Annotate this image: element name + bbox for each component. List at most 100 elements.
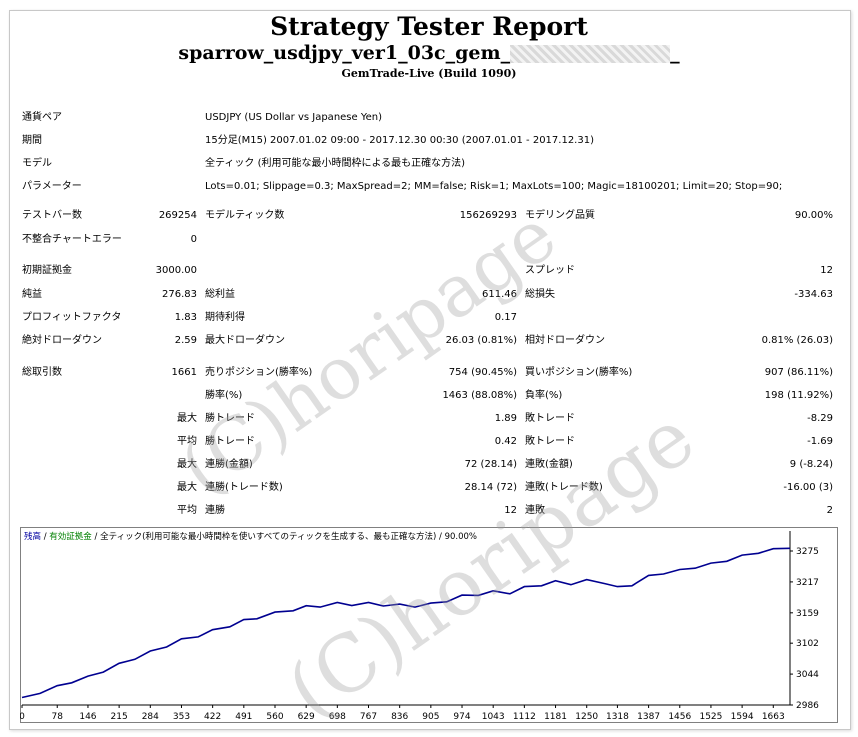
- ticks-value: 156269293: [459, 210, 517, 221]
- symbol-value: USDJPY (US Dollar vs Japanese Yen): [205, 112, 383, 123]
- cons-loss-money-label: 連敗(金額): [525, 459, 573, 470]
- x-tick-label: 1112: [513, 712, 536, 722]
- net-value: 276.83: [162, 289, 197, 300]
- x-tick-label: 146: [79, 712, 96, 722]
- cons-win-money-label: 連勝(金額): [205, 459, 253, 470]
- x-tick-label: 284: [142, 712, 159, 722]
- y-tick-label: 3102: [796, 639, 819, 649]
- balance-chart: 0 78 146 215 284 353 422 491 560 629 698 767 836 905 9…: [20, 527, 838, 723]
- x-tick-label: 836: [391, 712, 408, 722]
- spread-label: スプレッド: [525, 265, 575, 276]
- x-tick-label: 1594: [731, 712, 754, 722]
- rel-dd-label: 相対ドローダウン: [525, 335, 605, 346]
- max-win-value: 1.89: [494, 413, 517, 424]
- params-value: Lots=0.01; Slippage=0.3; MaxSpread=2; MM…: [205, 181, 783, 192]
- cons-loss-trades-label: 連敗(トレード数): [525, 482, 603, 493]
- avg-cons-win-value: 12: [504, 505, 517, 516]
- spread-value: 12: [820, 265, 833, 276]
- balance-line: [21, 547, 791, 699]
- avg-loss-label: 敗トレード: [525, 436, 575, 447]
- legend-sep3: /: [436, 532, 444, 542]
- y-tick-label: 3159: [796, 609, 819, 619]
- max-loss-label: 敗トレード: [525, 413, 575, 424]
- symbol-label: 通貨ペア: [22, 112, 62, 123]
- subtitle-suffix: _: [670, 42, 680, 64]
- trades-value: 1661: [171, 367, 197, 378]
- long-value: 907 (86.11%): [764, 367, 833, 378]
- bars-value: 269254: [158, 210, 197, 221]
- report-server: GemTrade-Live (Build 1090): [341, 67, 517, 80]
- redacted-mask: [510, 45, 671, 63]
- x-tick-label: 974: [453, 712, 470, 722]
- gross-profit-value: 611.46: [482, 289, 517, 300]
- x-tick-label: 215: [111, 712, 128, 722]
- x-tick-label: 353: [173, 712, 190, 722]
- x-tick-label: 78: [52, 712, 64, 722]
- params-label: パラメーター: [22, 181, 82, 192]
- bars-label: テストバー数: [22, 210, 82, 221]
- pf-value: 1.83: [174, 312, 197, 323]
- avg-loss-value: -1.69: [807, 436, 833, 447]
- win-rate-label: 勝率(%): [205, 390, 243, 401]
- x-tick-label: 0: [20, 712, 25, 722]
- max-loss-value: -8.29: [807, 413, 833, 424]
- long-label: 買いポジション(勝率%): [525, 367, 633, 378]
- gross-profit-label: 総利益: [205, 289, 235, 300]
- x-tick-label: 1181: [544, 712, 567, 722]
- legend-sep2: /: [92, 532, 100, 542]
- x-tick-label: 698: [329, 712, 346, 722]
- x-tick-label: 1663: [762, 712, 785, 722]
- x-tick-label: 1525: [699, 712, 722, 722]
- period-label: 期間: [22, 135, 42, 146]
- rel-dd-value: 0.81% (26.03): [761, 335, 833, 346]
- loss-rate-label: 負率(%): [525, 390, 563, 401]
- max-word-2: 最大: [177, 459, 197, 470]
- max-dd-value: 26.03 (0.81%): [445, 335, 517, 346]
- x-tick-label: 629: [298, 712, 315, 722]
- x-tick-label: 1250: [575, 712, 598, 722]
- legend-balance: 残高: [24, 531, 41, 542]
- max-word: 最大: [177, 413, 197, 424]
- cons-loss-trades-value: -16.00 (3): [783, 482, 833, 493]
- abs-dd-label: 絶対ドローダウン: [22, 335, 102, 346]
- legend-model: 全ティック(利用可能な最小時間枠を使いすべてのティックを生成する、最も正確な方法…: [100, 531, 436, 542]
- ticks-label: モデルティック数: [205, 210, 285, 221]
- max-word-3: 最大: [177, 482, 197, 493]
- x-tick-label: 422: [204, 712, 221, 722]
- subtitle-prefix: sparrow_usdjpy_ver1_03c_gem_: [178, 42, 511, 64]
- avg-cons-win-label: 連勝: [205, 505, 225, 516]
- x-tick-label: 1318: [606, 712, 629, 722]
- loss-rate-value: 198 (11.92%): [764, 390, 833, 401]
- quality-value: 90.00%: [794, 210, 833, 221]
- x-tick-label: 1043: [482, 712, 505, 722]
- quality-label: モデリング品質: [525, 210, 595, 221]
- cons-win-trades-label: 連勝(トレード数): [205, 482, 283, 493]
- max-win-label: 勝トレード: [205, 413, 255, 424]
- win-rate-value: 1463 (88.08%): [442, 390, 517, 401]
- gross-loss-label: 総損失: [525, 289, 555, 300]
- max-dd-label: 最大ドローダウン: [205, 335, 285, 346]
- x-tick-label: 1456: [668, 712, 691, 722]
- chart-legend: 残高 / 有効証拠金 / 全ティック(利用可能な最小時間枠を使いすべてのティック…: [24, 531, 477, 542]
- y-tick-label: 3044: [796, 670, 819, 680]
- report-subtitle: sparrow_usdjpy_ver1_03c_gem_ _: [0, 42, 858, 64]
- x-tick-label: 560: [266, 712, 283, 722]
- chart-border: [20, 527, 838, 723]
- cons-loss-money-value: 9 (-8.24): [789, 459, 833, 470]
- mismatch-value: 0: [190, 234, 197, 245]
- cons-win-trades-value: 28.14 (72): [464, 482, 517, 493]
- avg-win-label: 勝トレード: [205, 436, 255, 447]
- x-tick-label: 767: [360, 712, 377, 722]
- y-tick-label: 3275: [796, 547, 819, 557]
- trades-label: 総取引数: [22, 367, 62, 378]
- cons-win-money-value: 72 (28.14): [464, 459, 517, 470]
- avg-cons-loss-value: 2: [826, 505, 833, 516]
- model-label: モデル: [22, 158, 52, 169]
- avg-word: 平均: [177, 436, 197, 447]
- period-value: 15分足(M15) 2007.01.02 09:00 - 2017.12.30 …: [205, 135, 594, 146]
- payoff-label: 期待利得: [205, 312, 245, 323]
- legend-quality: 90.00%: [445, 532, 477, 542]
- deposit-label: 初期証拠金: [22, 265, 72, 276]
- x-tick-label: 905: [422, 712, 439, 722]
- model-value: 全ティック (利用可能な最小時間枠による最も正確な方法): [205, 158, 466, 169]
